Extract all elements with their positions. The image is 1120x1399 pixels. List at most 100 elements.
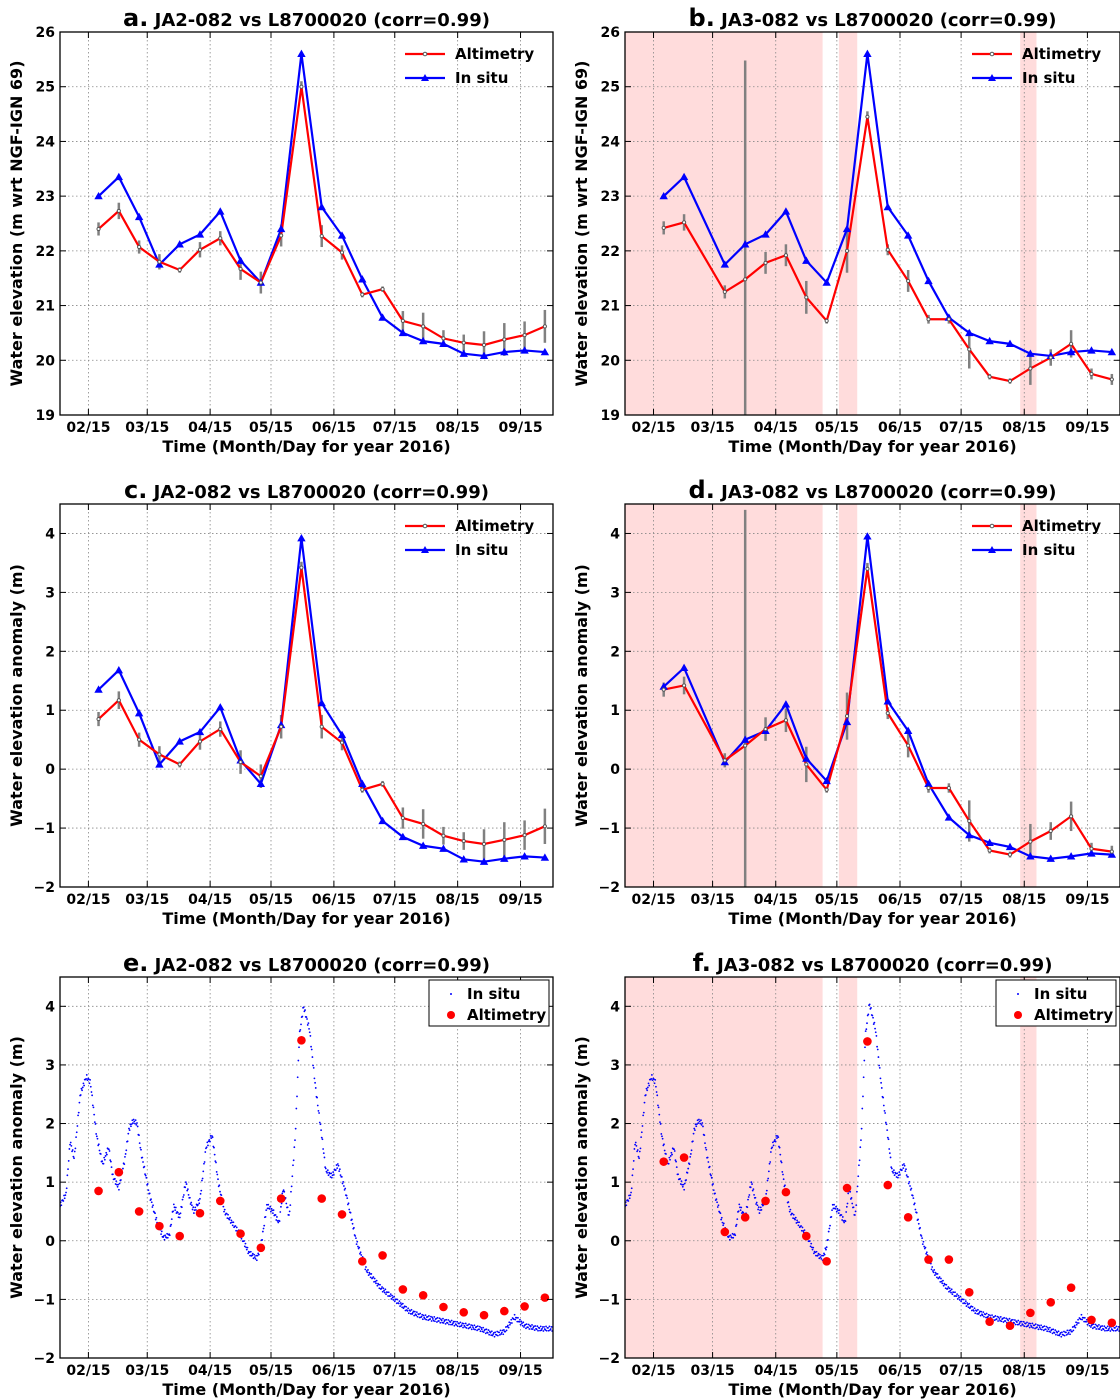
in-situ-marker — [216, 207, 225, 215]
in-situ-point — [1103, 1325, 1106, 1328]
in-situ-point — [944, 1283, 946, 1286]
in-situ-point — [90, 1091, 93, 1093]
altimetry-point — [378, 1251, 387, 1260]
in-situ-point — [454, 1320, 456, 1323]
in-situ-point — [294, 1127, 297, 1130]
title-text: JA2-082 vs L8700020 (corr=0.99) — [153, 955, 490, 976]
in-situ-point — [118, 1188, 120, 1191]
altimetry-marker — [681, 683, 687, 688]
in-situ-point — [180, 1206, 183, 1209]
x-tick-label: 05/15 — [815, 892, 859, 908]
in-situ-point — [130, 1125, 132, 1128]
in-situ-point — [211, 1136, 214, 1139]
altimetry-point — [985, 1317, 994, 1326]
legend-altimetry-label: Altimetry — [1022, 517, 1101, 535]
in-situ-point — [399, 1305, 402, 1307]
in-situ-point — [810, 1242, 813, 1245]
in-situ-point — [1013, 1319, 1016, 1321]
in-situ-point — [898, 1171, 901, 1173]
in-situ-point — [1082, 1316, 1085, 1319]
in-situ-marker — [740, 735, 750, 743]
altimetry-marker — [502, 837, 507, 842]
in-situ-point — [933, 1268, 936, 1271]
in-situ-point — [97, 1143, 100, 1146]
in-situ-point — [364, 1268, 367, 1271]
in-situ-point — [220, 1194, 223, 1197]
in-situ-marker — [761, 230, 770, 238]
in-situ-point — [407, 1312, 410, 1315]
in-situ-point — [323, 1156, 326, 1159]
in-situ-point — [510, 1318, 513, 1321]
in-situ-point — [134, 1119, 137, 1122]
in-situ-point — [933, 1274, 936, 1276]
in-situ-point — [758, 1212, 761, 1214]
in-situ-point — [187, 1193, 190, 1196]
in-situ-point — [216, 1173, 219, 1176]
in-situ-point — [873, 1021, 876, 1024]
in-situ-point — [62, 1200, 65, 1202]
in-situ-point — [919, 1226, 922, 1229]
in-situ-point — [543, 1325, 545, 1328]
in-situ-point — [92, 1106, 95, 1109]
in-situ-point — [400, 1303, 403, 1306]
altimetry-marker — [522, 333, 527, 338]
in-situ-marker — [802, 754, 811, 762]
in-situ-point — [219, 1190, 221, 1193]
in-situ-point — [536, 1325, 539, 1328]
in-situ-point — [338, 1170, 341, 1173]
altimetry-marker — [967, 818, 972, 824]
y-tick-label: 25 — [601, 80, 620, 96]
in-situ-point — [940, 1280, 943, 1283]
in-situ-point — [182, 1196, 185, 1198]
in-situ-marker — [1087, 849, 1096, 857]
in-situ-point — [472, 1328, 475, 1330]
altimetry-point — [317, 1194, 327, 1203]
in-situ-point — [500, 1331, 503, 1334]
in-situ-point — [636, 1150, 638, 1153]
in-situ-point — [1111, 1329, 1114, 1331]
x-tick-label: 07/15 — [939, 892, 983, 908]
in-situ-point — [683, 1188, 686, 1191]
in-situ-point — [737, 1210, 740, 1213]
in-situ-point — [430, 1320, 433, 1322]
in-situ-point — [817, 1252, 820, 1255]
in-situ-point — [925, 1251, 928, 1254]
in-situ-point — [971, 1305, 974, 1308]
in-situ-point — [160, 1233, 162, 1236]
in-situ-point — [298, 1046, 300, 1049]
in-situ-point — [64, 1194, 67, 1197]
in-situ-point — [1061, 1331, 1063, 1334]
in-situ-point — [105, 1151, 108, 1154]
in-situ-point — [320, 1136, 323, 1139]
in-situ-point — [182, 1194, 185, 1196]
in-situ-point — [866, 1022, 868, 1025]
in-situ-point — [862, 1095, 864, 1098]
in-situ-point — [455, 1324, 458, 1326]
in-situ-point — [889, 1156, 892, 1159]
in-situ-point — [956, 1293, 958, 1296]
in-situ-point — [396, 1298, 399, 1301]
in-situ-point — [450, 1323, 452, 1326]
in-situ-point — [670, 1151, 673, 1154]
in-situ-point — [784, 1184, 786, 1187]
in-situ-point — [746, 1206, 749, 1209]
error-bars — [97, 81, 547, 359]
in-situ-point — [464, 1326, 466, 1328]
legend-in-situ-marker — [1017, 993, 1019, 995]
in-situ-point — [335, 1164, 338, 1166]
altimetry-point — [801, 1231, 811, 1241]
x-tick-label: 07/15 — [939, 1363, 983, 1379]
in-situ-point — [640, 1136, 643, 1139]
in-situ-point — [796, 1221, 799, 1224]
in-situ-point — [165, 1236, 168, 1239]
in-situ-point — [842, 1220, 845, 1222]
altimetry-marker — [1048, 355, 1053, 360]
in-situ-point — [675, 1166, 678, 1169]
in-situ-point — [108, 1150, 111, 1152]
in-situ-point — [164, 1234, 167, 1237]
in-situ-point — [1083, 1316, 1086, 1319]
in-situ-point — [150, 1198, 152, 1201]
in-situ-point — [922, 1240, 925, 1243]
in-situ-point — [413, 1314, 416, 1317]
in-situ-point — [549, 1328, 552, 1330]
